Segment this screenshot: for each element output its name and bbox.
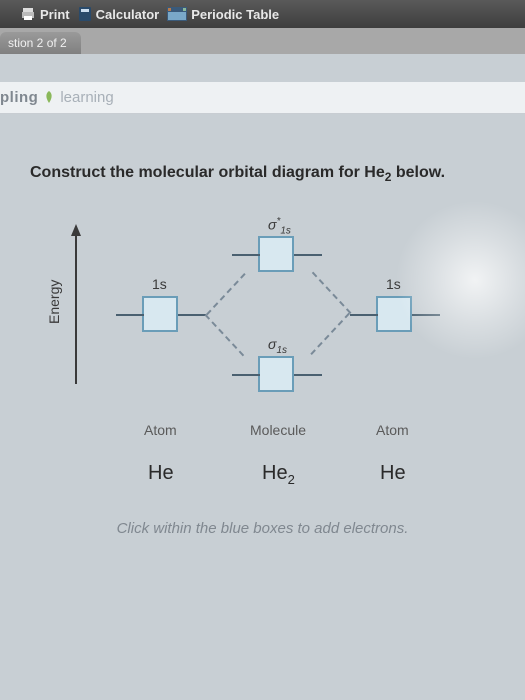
ao-right-line-a: [350, 314, 378, 316]
row-label-right: Atom: [376, 422, 409, 438]
row-label-left: Atom: [144, 422, 177, 438]
dash-left-down: [205, 314, 245, 356]
ao-right-line-b: [412, 314, 440, 316]
tab-question-2[interactable]: stion 2 of 2: [0, 32, 81, 54]
leaf-icon: [42, 90, 56, 104]
calculator-button[interactable]: Calculator: [78, 6, 160, 22]
periodic-table-icon: [167, 7, 187, 21]
mo-diagram: Energy σ*1s 1s 1s σ1s Atom Molecule: [50, 214, 470, 514]
calculator-label: Calculator: [96, 7, 160, 22]
ao-right-label: 1s: [386, 276, 401, 292]
species-center: He2: [262, 462, 295, 487]
dash-left-up: [206, 273, 246, 315]
species-left: He: [148, 462, 174, 485]
print-button[interactable]: Print: [20, 6, 70, 22]
sigma-box[interactable]: [258, 356, 294, 392]
toolbar: Print Calculator Periodic Table: [0, 0, 525, 28]
hint-text: Click within the blue boxes to add elect…: [30, 520, 495, 537]
sigma-star-line-right: [294, 254, 322, 256]
brand-right: learning: [60, 89, 113, 106]
energy-axis-label: Energy: [46, 280, 62, 324]
question-prefix: Construct the molecular orbital diagram …: [30, 164, 385, 181]
dash-right-down: [310, 313, 350, 355]
species-right: He: [380, 462, 406, 485]
sigma-line-right: [294, 374, 322, 376]
sigma-star-box[interactable]: [258, 236, 294, 272]
dash-right-up: [312, 272, 352, 314]
sigma-line-left: [232, 374, 260, 376]
tab-label: stion 2 of 2: [8, 36, 67, 50]
brand-left: pling: [0, 89, 38, 106]
tab-row: stion 2 of 2: [0, 28, 525, 54]
question-suffix: below.: [391, 164, 445, 181]
sigma-star-label: σ*1s: [268, 216, 291, 236]
brand-row: pling learning: [0, 82, 525, 114]
ao-left-line-a: [116, 314, 144, 316]
content: Construct the molecular orbital diagram …: [0, 114, 525, 557]
ao-right-box[interactable]: [376, 296, 412, 332]
sigma-label: σ1s: [268, 336, 287, 356]
periodic-label: Periodic Table: [191, 7, 279, 22]
row-label-center: Molecule: [250, 422, 306, 438]
periodic-table-button[interactable]: Periodic Table: [167, 7, 279, 22]
print-label: Print: [40, 7, 70, 22]
ao-left-line-b: [178, 314, 206, 316]
calculator-icon: [78, 6, 92, 22]
question-text: Construct the molecular orbital diagram …: [30, 164, 495, 184]
ao-left-label: 1s: [152, 276, 167, 292]
sigma-star-line-left: [232, 254, 260, 256]
energy-axis: [68, 224, 84, 384]
print-icon: [20, 6, 36, 22]
ao-left-box[interactable]: [142, 296, 178, 332]
